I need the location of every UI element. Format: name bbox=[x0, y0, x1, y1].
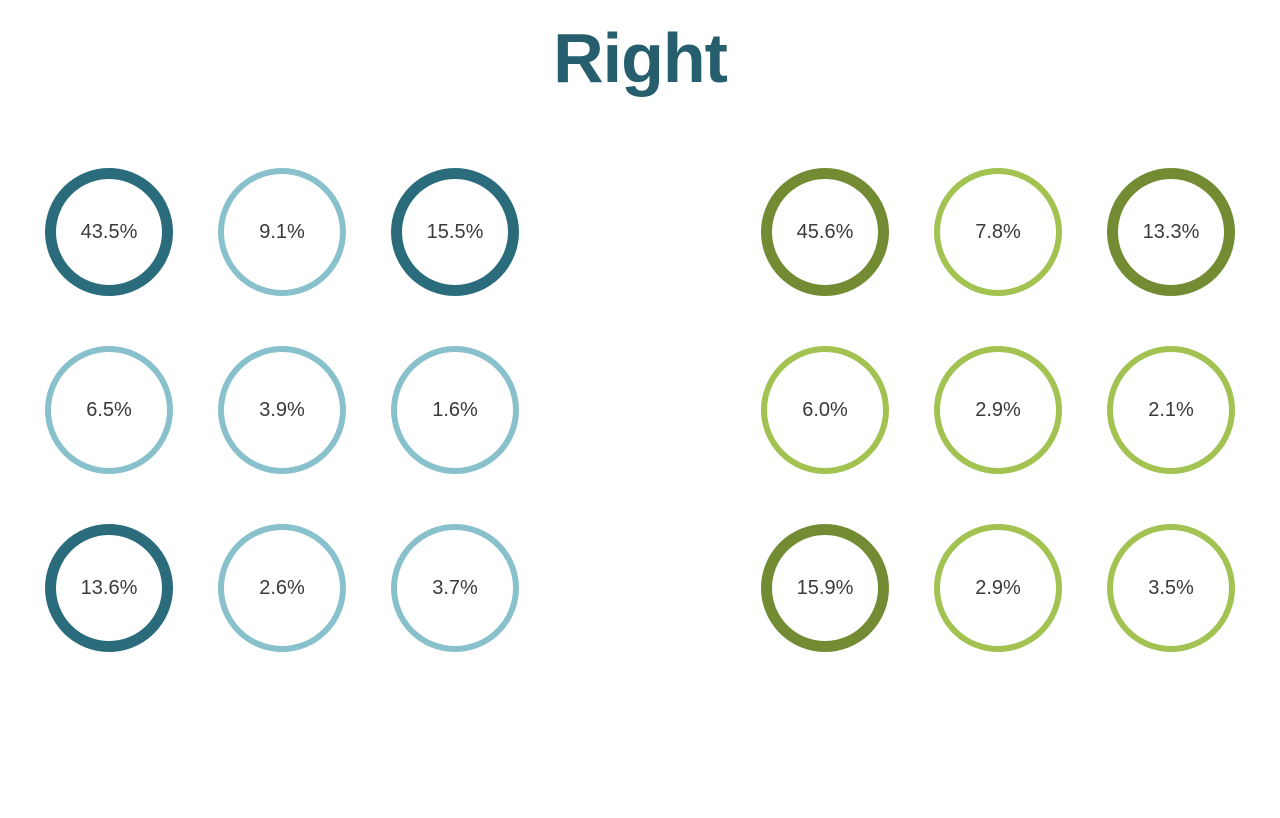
ring-label: 15.5% bbox=[427, 221, 484, 244]
ring-label: 3.5% bbox=[1148, 577, 1194, 600]
ring-label: 7.8% bbox=[975, 221, 1021, 244]
ring-label: 45.6% bbox=[797, 221, 854, 244]
ring-cell: 9.1% bbox=[218, 168, 346, 296]
ring-label: 2.9% bbox=[975, 399, 1021, 422]
ring-label: 9.1% bbox=[259, 221, 305, 244]
ring-label: 2.6% bbox=[259, 577, 305, 600]
ring-label: 13.3% bbox=[1143, 221, 1200, 244]
ring-cell: 2.6% bbox=[218, 524, 346, 652]
ring-label: 43.5% bbox=[81, 221, 138, 244]
ring-label: 2.9% bbox=[975, 577, 1021, 600]
ring-cell: 45.6% bbox=[761, 168, 889, 296]
ring-label: 1.6% bbox=[432, 399, 478, 422]
ring-label: 13.6% bbox=[81, 577, 138, 600]
ring-cell: 1.6% bbox=[391, 346, 519, 474]
ring-label: 3.9% bbox=[259, 399, 305, 422]
ring-cell: 15.9% bbox=[761, 524, 889, 652]
ring-cell: 6.0% bbox=[761, 346, 889, 474]
left-panel: 43.5% 9.1% 15.5% 6.5% 3.9% 1.6% 13.6% 2.… bbox=[45, 168, 519, 652]
ring-label: 6.5% bbox=[86, 399, 132, 422]
panels-container: 43.5% 9.1% 15.5% 6.5% 3.9% 1.6% 13.6% 2.… bbox=[0, 168, 1280, 652]
ring-cell: 2.9% bbox=[934, 346, 1062, 474]
ring-cell: 13.3% bbox=[1107, 168, 1235, 296]
ring-label: 3.7% bbox=[432, 577, 478, 600]
ring-cell: 3.9% bbox=[218, 346, 346, 474]
ring-cell: 6.5% bbox=[45, 346, 173, 474]
ring-cell: 3.5% bbox=[1107, 524, 1235, 652]
ring-cell: 7.8% bbox=[934, 168, 1062, 296]
ring-cell: 2.9% bbox=[934, 524, 1062, 652]
ring-cell: 43.5% bbox=[45, 168, 173, 296]
ring-label: 2.1% bbox=[1148, 399, 1194, 422]
ring-cell: 3.7% bbox=[391, 524, 519, 652]
ring-label: 15.9% bbox=[797, 577, 854, 600]
page-title: Right bbox=[0, 18, 1280, 98]
ring-label: 6.0% bbox=[802, 399, 848, 422]
ring-cell: 13.6% bbox=[45, 524, 173, 652]
right-panel: 45.6% 7.8% 13.3% 6.0% 2.9% 2.1% 15.9% 2.… bbox=[761, 168, 1235, 652]
ring-cell: 2.1% bbox=[1107, 346, 1235, 474]
ring-cell: 15.5% bbox=[391, 168, 519, 296]
